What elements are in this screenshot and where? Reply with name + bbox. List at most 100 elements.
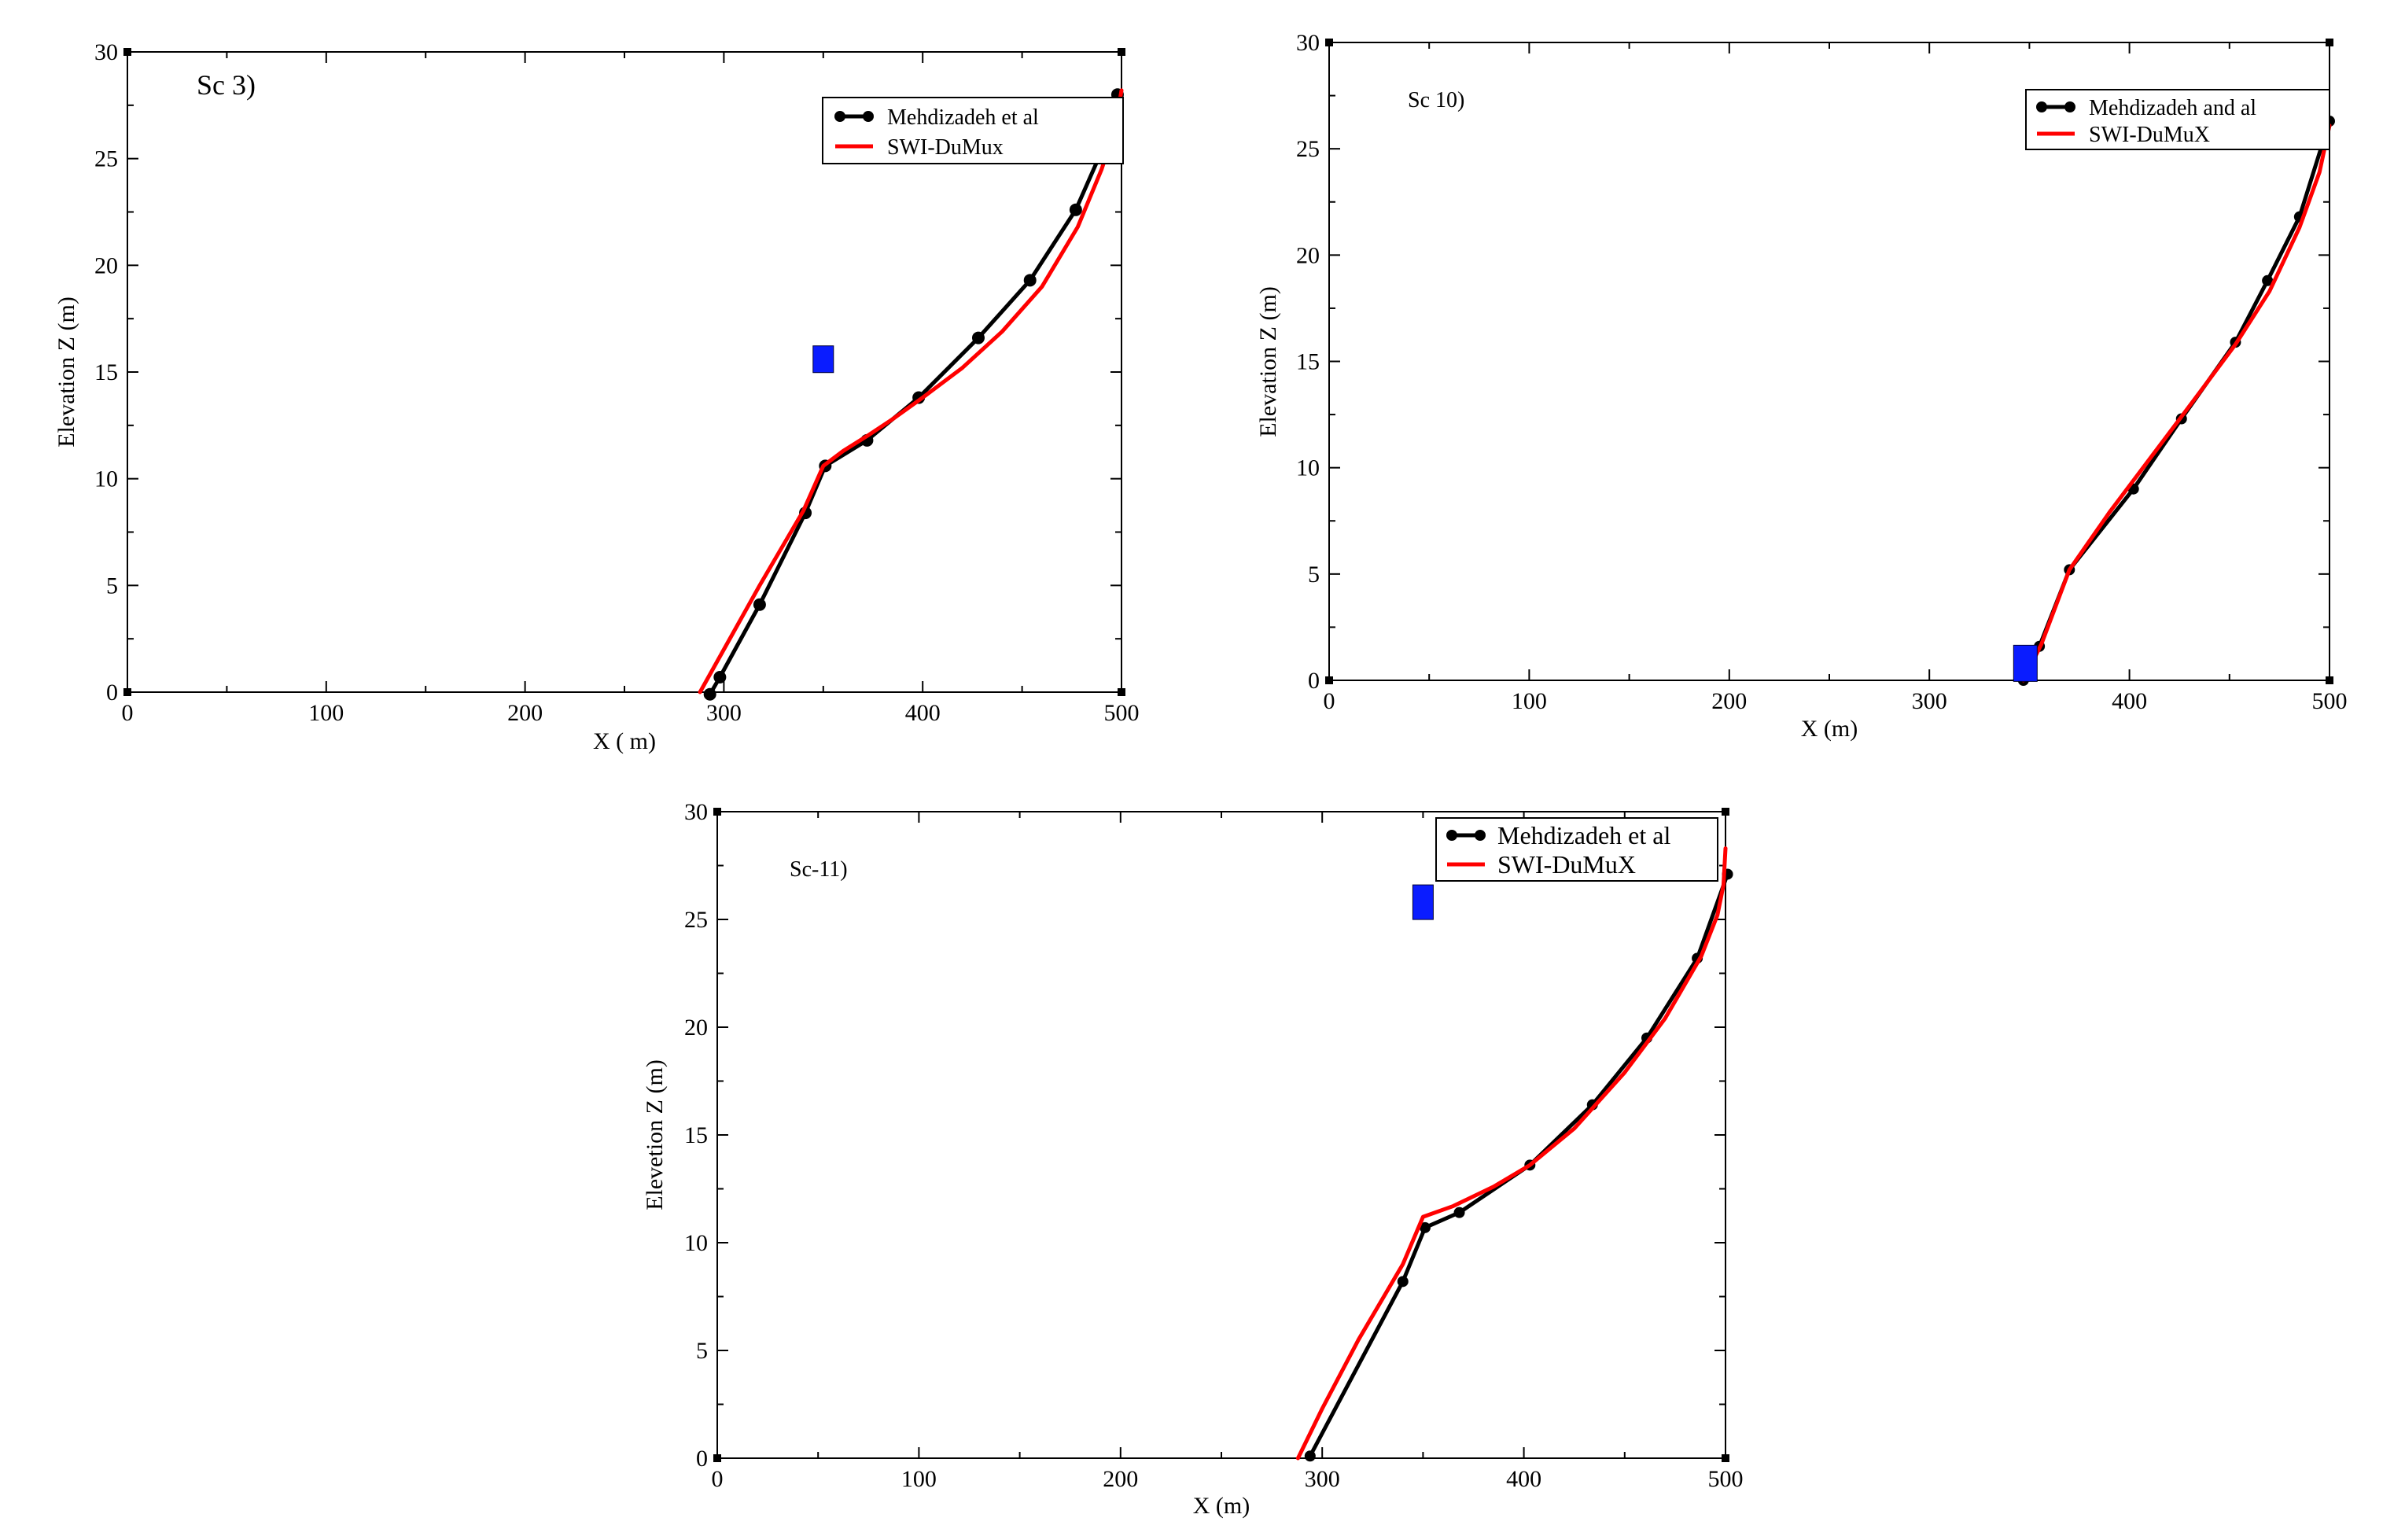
y-tick-label: 30 <box>684 799 708 825</box>
panel-sc3: 0 100 200 300 400 500 0 5 10 15 20 25 30 Sc 3) X ( … <box>53 39 1140 754</box>
corner-marker <box>2326 39 2333 46</box>
panel-sc10: 0 100 200 300 400 500 0 5 10 15 20 25 30 Sc 10) X (… <box>1255 30 2348 742</box>
corner-marker <box>1118 48 1125 56</box>
legend-label-1: SWI-DuMuX <box>2089 123 2210 147</box>
y-tick-label: 5 <box>1308 562 1320 588</box>
x-tick-label: 500 <box>1104 700 1140 726</box>
y-tick-label: 15 <box>1296 349 1320 375</box>
legend-box <box>2025 89 2330 150</box>
legend-label-1: SWI-DuMuX <box>1497 850 1636 879</box>
corner-marker <box>1722 808 1729 816</box>
x-tick-label: 300 <box>706 700 742 726</box>
x-tick-label: 200 <box>507 700 543 726</box>
series-layer <box>698 88 1124 701</box>
y-axis: 0 5 10 15 20 25 30 <box>684 799 1726 1472</box>
series-line-1 <box>1295 846 1728 1461</box>
legend-marker-0b <box>2064 101 2075 112</box>
x-tick-label: 300 <box>1305 1466 1340 1492</box>
x-tick-label: 0 <box>1324 688 1335 714</box>
y-axis-label: Elevation Z (m) <box>1255 286 1281 437</box>
well-marker <box>1412 884 1434 920</box>
legend-label-0: Mehdizadeh and al <box>2089 96 2256 120</box>
x-tick-label: 500 <box>1708 1466 1744 1492</box>
legend-marker-0a <box>2036 101 2047 112</box>
x-axis: 0 100 200 300 400 500 <box>122 52 1140 726</box>
x-tick-label: 200 <box>1711 688 1747 714</box>
y-tick-label: 5 <box>106 573 118 599</box>
data-point <box>703 687 716 701</box>
y-tick-label: 10 <box>1296 455 1320 481</box>
x-tick-label: 100 <box>308 700 344 726</box>
series-layer <box>2013 116 2335 686</box>
legend-box <box>1435 817 1718 882</box>
panel-label: Sc 10) <box>1408 88 1464 112</box>
corner-markers <box>713 808 1729 1462</box>
data-point <box>713 671 727 684</box>
corner-marker <box>1325 39 1333 46</box>
y-tick-label: 30 <box>94 39 118 65</box>
data-point <box>753 598 766 611</box>
y-tick-label: 10 <box>94 466 118 492</box>
x-tick-label: 400 <box>1506 1466 1541 1492</box>
corner-marker <box>1722 1454 1729 1462</box>
corner-marker <box>1118 688 1125 696</box>
y-axis: 0 5 10 15 20 25 30 <box>94 39 1121 706</box>
well-marker <box>812 345 834 374</box>
y-axis-label: Elevetion Z (m) <box>642 1059 668 1210</box>
y-tick-label: 0 <box>696 1446 708 1472</box>
panel-label: Sc-11) <box>790 857 848 882</box>
x-axis: 0 100 200 300 400 500 <box>1324 42 2348 714</box>
legend-label-0: Mehdizadeh et al <box>887 105 1039 130</box>
legend: Mehdizadeh and al SWI-DuMuX <box>2025 89 2330 150</box>
corner-marker <box>713 1454 721 1462</box>
y-tick-label: 20 <box>684 1015 708 1041</box>
legend-box <box>822 97 1124 164</box>
x-tick-label: 300 <box>1912 688 1947 714</box>
series-line-0 <box>1308 871 1730 1458</box>
corner-marker <box>1325 676 1333 684</box>
legend-label-1: SWI-DuMux <box>887 135 1004 160</box>
data-point <box>1453 1207 1465 1218</box>
legend-marker-0a <box>1446 830 1457 841</box>
legend-marker-0a <box>834 111 845 122</box>
y-tick-label: 15 <box>94 359 118 385</box>
x-tick-label: 0 <box>122 700 134 726</box>
plot-frame <box>716 811 1726 1459</box>
legend-marker-0b <box>863 111 874 122</box>
corner-marker <box>123 688 131 696</box>
well-marker <box>2013 644 2038 682</box>
series-line-0 <box>2021 119 2332 683</box>
legend: Mehdizadeh et al SWI-DuMuX <box>1435 817 1718 882</box>
corner-marker <box>713 808 721 816</box>
y-axis: 0 5 10 15 20 25 30 <box>1296 30 2330 694</box>
y-tick-label: 20 <box>94 252 118 278</box>
x-tick-label: 500 <box>2312 688 2348 714</box>
data-point <box>1304 1450 1316 1462</box>
y-tick-label: 20 <box>1296 242 1320 268</box>
series-line-1 <box>698 88 1124 694</box>
series-line-1 <box>2021 123 2332 683</box>
data-point <box>2262 274 2274 286</box>
data-point <box>971 331 985 344</box>
legend-label-0: Mehdizadeh et al <box>1497 821 1670 849</box>
x-axis-label: X (m) <box>1193 1493 1250 1519</box>
y-tick-label: 15 <box>684 1122 708 1148</box>
x-axis-label: X ( m) <box>593 728 656 754</box>
panel-sc11: 0 100 200 300 400 500 0 5 10 15 20 25 30 Sc-11) X (… <box>642 799 1744 1519</box>
x-axis: 0 100 200 300 400 500 <box>712 812 1744 1492</box>
y-tick-label: 5 <box>696 1338 708 1364</box>
corner-marker <box>2326 676 2333 684</box>
x-tick-label: 200 <box>1103 1466 1138 1492</box>
y-tick-label: 0 <box>106 680 118 706</box>
x-tick-label: 100 <box>1512 688 1547 714</box>
x-tick-label: 100 <box>901 1466 937 1492</box>
x-tick-label: 400 <box>905 700 941 726</box>
y-tick-label: 10 <box>684 1230 708 1256</box>
legend-marker-0b <box>1475 830 1486 841</box>
y-tick-label: 0 <box>1308 668 1320 694</box>
corner-marker <box>123 48 131 56</box>
corner-markers <box>123 48 1125 696</box>
data-point <box>1069 203 1082 216</box>
y-tick-label: 25 <box>1296 136 1320 162</box>
